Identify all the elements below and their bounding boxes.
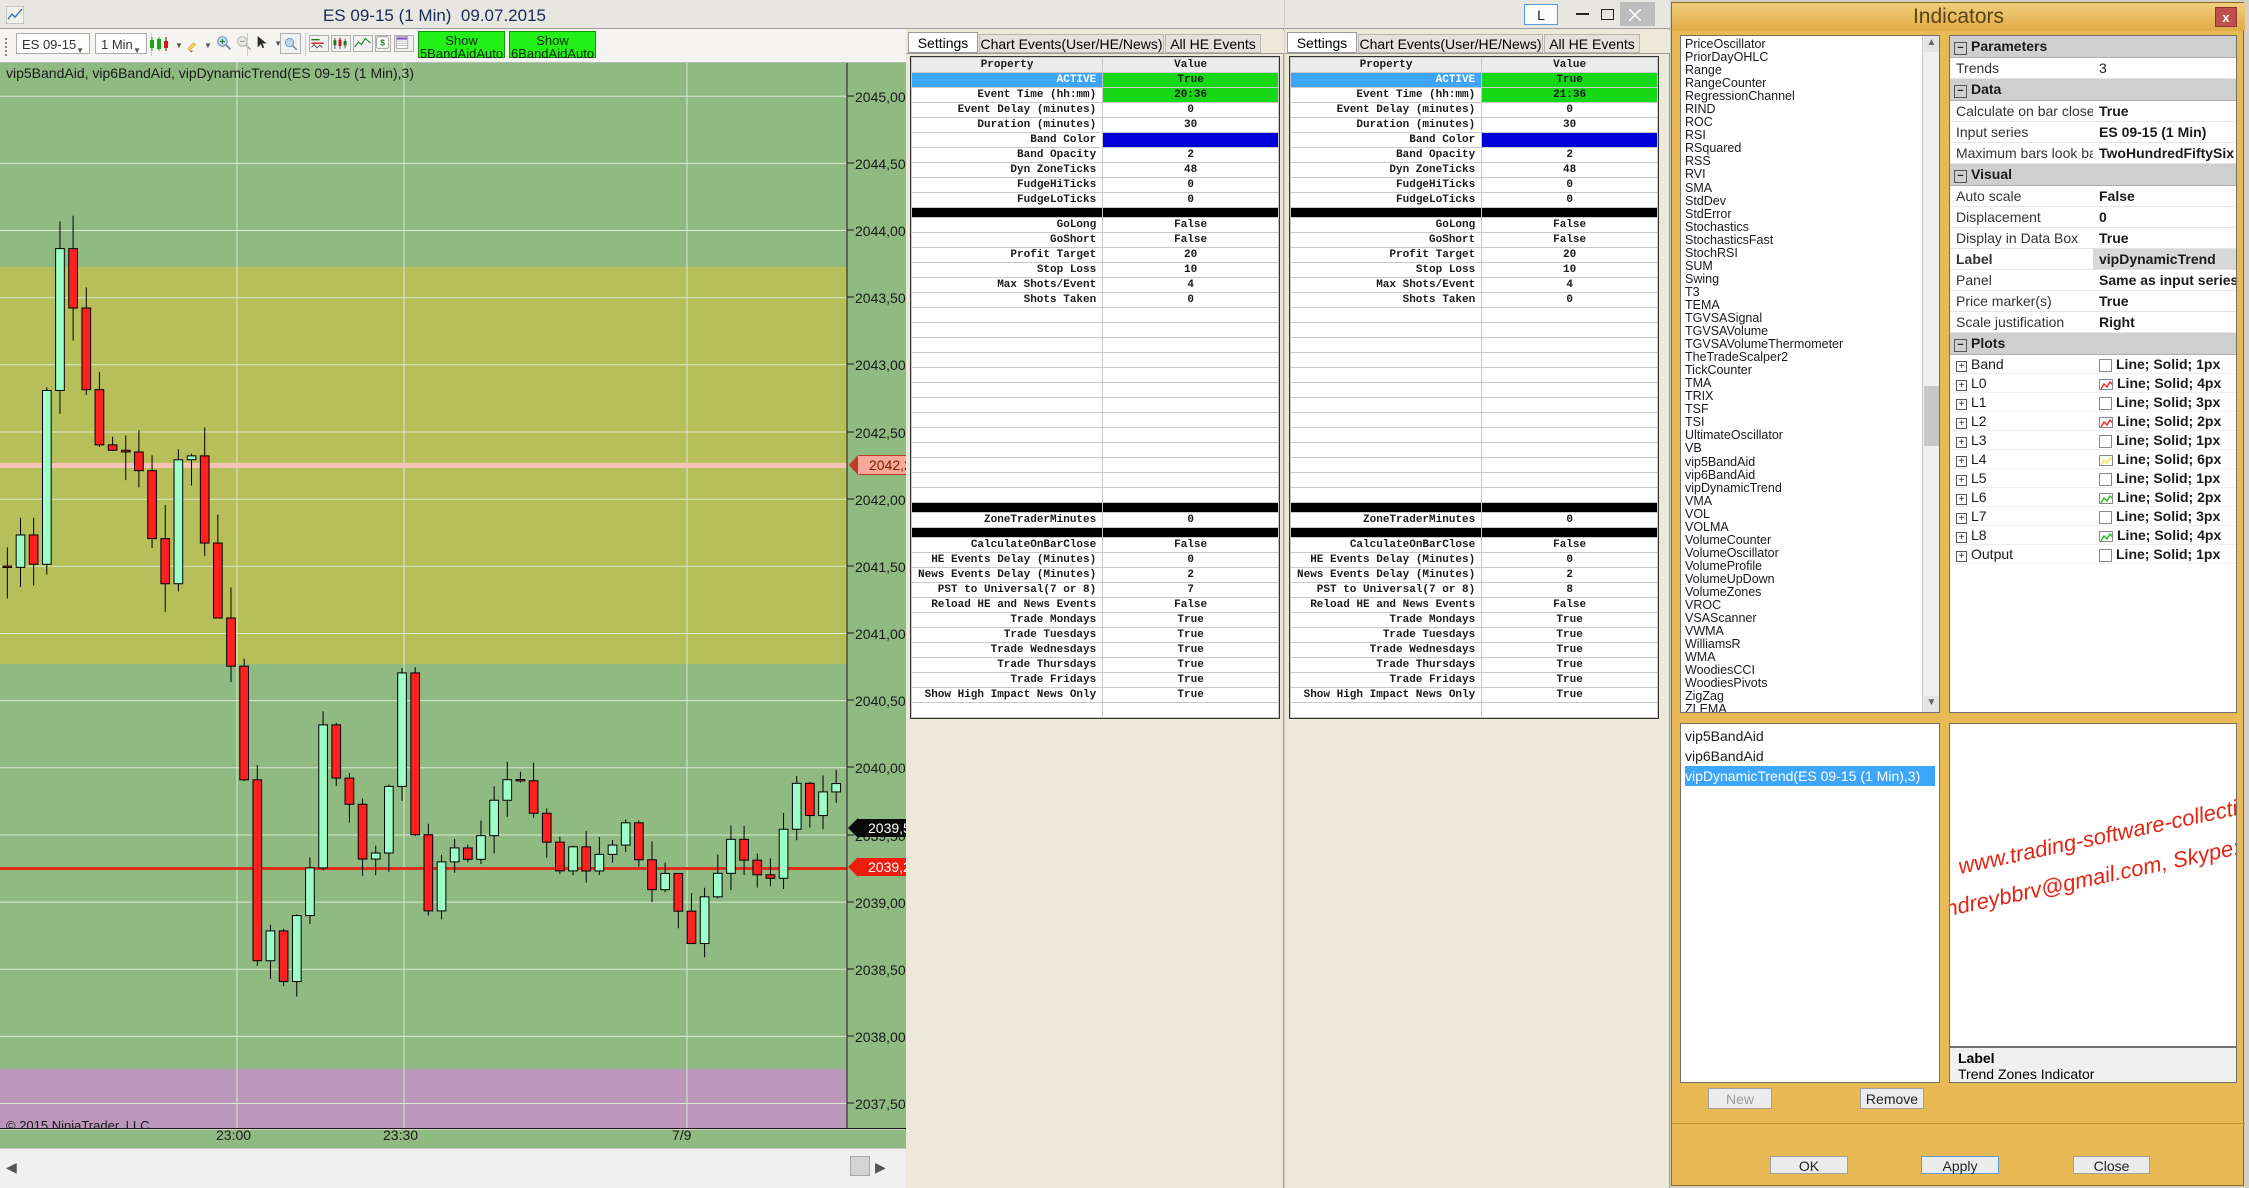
svg-text:$: $ — [380, 37, 385, 47]
